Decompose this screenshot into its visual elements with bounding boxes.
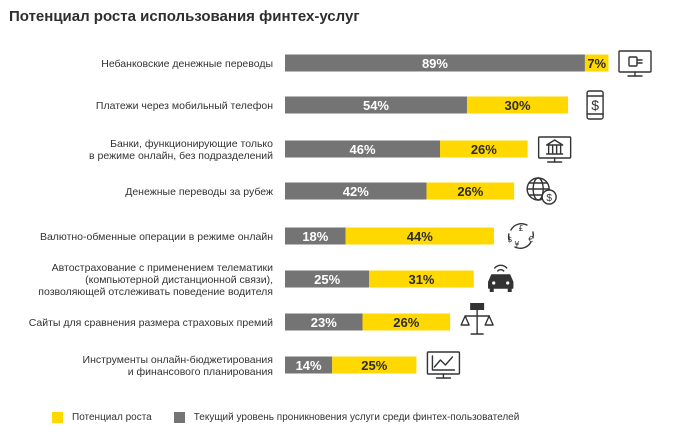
data-label-current-3: 42% <box>343 184 369 199</box>
data-label-potential-7: 25% <box>361 358 387 373</box>
chart-title: Потенциал роста использования финтех-усл… <box>9 8 360 25</box>
svg-text:$: $ <box>591 97 599 113</box>
category-label-3-0: Денежные переводы за рубеж <box>125 186 273 198</box>
car-telematics-icon <box>488 264 514 292</box>
data-label-current-1: 54% <box>363 98 389 113</box>
legend-item-current: Текущий уровень проникновения услуги сре… <box>173 412 520 423</box>
bar-current-4 <box>285 227 346 245</box>
data-label-current-7: 14% <box>296 358 322 373</box>
data-label-potential-1: 30% <box>505 98 531 113</box>
bar-potential-4 <box>345 227 494 245</box>
category-label-6-0: Сайты для сравнения размера страховых пр… <box>29 317 273 329</box>
category-label-5-1: (компьютерной дистанционной связи), <box>85 274 273 286</box>
bar-current-5 <box>285 270 370 288</box>
bar-current-3 <box>285 182 427 200</box>
phone-dollar-icon: $ <box>586 90 604 120</box>
bar-potential-2 <box>440 140 528 158</box>
data-label-potential-2: 26% <box>471 142 497 157</box>
data-label-current-0: 89% <box>422 56 448 71</box>
scales-compare-icon <box>460 303 494 335</box>
svg-text:€: € <box>528 235 533 244</box>
svg-text:¥: ¥ <box>514 240 519 249</box>
data-label-current-2: 46% <box>349 142 375 157</box>
data-label-current-4: 18% <box>302 229 328 244</box>
chart-monitor-icon <box>426 351 461 379</box>
svg-text:$: $ <box>507 235 512 244</box>
bar-potential-3 <box>426 182 515 200</box>
category-label-7-0: Инструменты онлайн-бюджетирования <box>83 354 273 366</box>
category-label-2-0: Банки, функционирующие только <box>110 138 273 150</box>
bar-current-2 <box>285 140 441 158</box>
legend-label-current: Текущий уровень проникновения услуги сре… <box>193 412 520 423</box>
legend-swatch-potential <box>52 412 63 423</box>
bar-potential-7 <box>332 356 417 374</box>
data-label-current-6: 23% <box>311 315 337 330</box>
data-label-potential-0: 7% <box>587 56 606 71</box>
category-label-5-2: позволяющей отслеживать поведение водите… <box>38 286 273 298</box>
monitor-payment-icon <box>618 50 652 77</box>
bar-potential-5 <box>369 270 474 288</box>
svg-text:£: £ <box>518 224 523 233</box>
bar-potential-1 <box>466 96 569 114</box>
data-label-potential-6: 26% <box>393 315 419 330</box>
bar-current-6 <box>285 313 363 331</box>
category-label-5-0: Автострахование с применением телематики <box>52 262 273 274</box>
bar-current-1 <box>285 96 467 114</box>
legend-label-potential: Потенциал роста <box>72 412 152 423</box>
category-label-2-1: в режиме онлайн, без подразделений <box>89 150 273 162</box>
currency-exchange-icon: £ € ¥$ <box>507 223 535 249</box>
category-label-0-0: Небанковские денежные переводы <box>101 58 273 70</box>
category-label-7-1: и финансового планирования <box>128 366 273 378</box>
globe-dollar-icon: $ <box>526 177 557 205</box>
category-label-4-0: Валютно-обменные операции в режиме онлай… <box>40 231 273 243</box>
legend-swatch-current <box>173 412 185 423</box>
svg-text:$: $ <box>546 193 552 204</box>
data-label-potential-3: 26% <box>457 184 483 199</box>
bar-current-7 <box>285 356 333 374</box>
bar-potential-0 <box>584 54 609 72</box>
data-label-potential-4: 44% <box>407 229 433 244</box>
category-label-1-0: Платежи через мобильный телефон <box>96 100 273 112</box>
legend-item-potential: Потенциал роста <box>52 412 152 423</box>
bar-potential-6 <box>362 313 451 331</box>
bank-monitor-icon <box>537 136 572 163</box>
data-label-current-5: 25% <box>314 272 340 287</box>
data-label-potential-5: 31% <box>408 272 434 287</box>
bar-current-0 <box>285 54 585 72</box>
legend: Потенциал роста Текущий уровень проникно… <box>52 412 541 423</box>
